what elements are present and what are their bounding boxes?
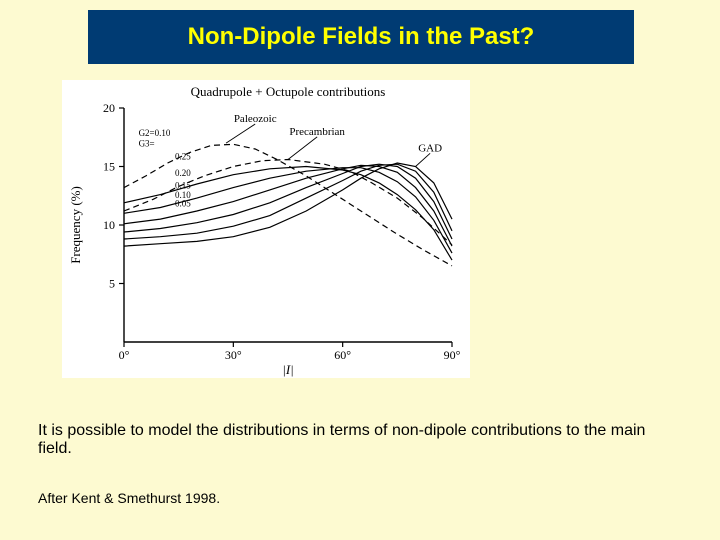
svg-text:G2=0.10: G2=0.10 — [139, 128, 171, 138]
svg-text:10: 10 — [103, 218, 115, 232]
svg-text:0°: 0° — [119, 348, 130, 362]
svg-text:0.20: 0.20 — [175, 168, 191, 178]
svg-text:G3=: G3= — [139, 139, 155, 149]
svg-text:30°: 30° — [225, 348, 242, 362]
attribution: After Kent & Smethurst 1998. — [38, 490, 220, 506]
svg-text:0.05: 0.05 — [175, 198, 191, 208]
slide: Non-Dipole Fields in the Past? Quadrupol… — [0, 0, 720, 540]
svg-text:Precambrian: Precambrian — [289, 126, 345, 138]
chart-panel: Quadrupole + Octupole contributions 5 10 15… — [62, 80, 470, 378]
svg-text:20: 20 — [103, 101, 115, 115]
svg-text:GAD: GAD — [418, 142, 442, 154]
svg-text:Quadrupole + Octupole contribu: Quadrupole + Octupole contributions — [191, 84, 386, 99]
title-bar: Non-Dipole Fields in the Past? — [88, 10, 634, 64]
svg-text:Paleozoic: Paleozoic — [234, 113, 277, 125]
svg-text:Frequency (%): Frequency (%) — [68, 186, 83, 264]
chart-svg: Quadrupole + Octupole contributions 5 10 15… — [62, 80, 470, 378]
svg-text:0.25: 0.25 — [175, 151, 191, 161]
slide-title: Non-Dipole Fields in the Past? — [188, 23, 535, 51]
svg-text:5: 5 — [109, 277, 115, 291]
svg-text:15: 15 — [103, 160, 115, 174]
svg-text:90°: 90° — [444, 348, 461, 362]
svg-text:|I|: |I| — [282, 362, 293, 377]
svg-text:60°: 60° — [334, 348, 351, 362]
body-text: It is possible to model the distribution… — [38, 422, 678, 458]
